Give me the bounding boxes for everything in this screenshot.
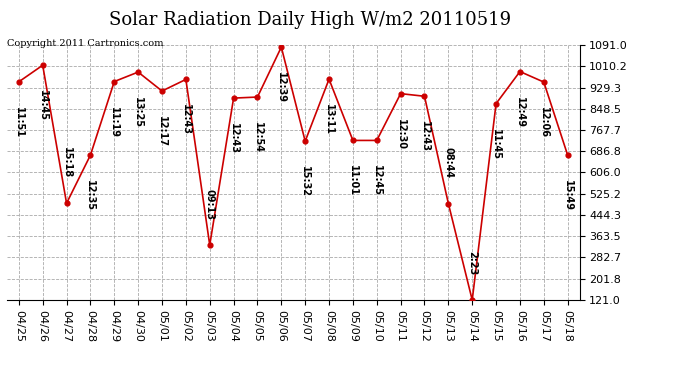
Point	[515, 69, 526, 75]
Point	[204, 242, 215, 248]
Point	[538, 79, 549, 85]
Text: 12:17: 12:17	[157, 116, 167, 147]
Text: 11:51: 11:51	[14, 107, 24, 138]
Point	[228, 95, 239, 101]
Point	[252, 94, 263, 100]
Text: 15:18: 15:18	[61, 147, 72, 178]
Text: 09:13: 09:13	[205, 189, 215, 220]
Text: 12:43: 12:43	[181, 105, 191, 135]
Point	[61, 200, 72, 206]
Point	[562, 152, 573, 158]
Point	[419, 93, 430, 99]
Point	[157, 88, 168, 94]
Point	[37, 62, 48, 68]
Text: 12:43: 12:43	[420, 121, 429, 152]
Point	[85, 152, 96, 158]
Point	[13, 79, 24, 85]
Text: 12:54: 12:54	[253, 122, 262, 153]
Text: 12:06: 12:06	[539, 107, 549, 138]
Point	[371, 137, 382, 143]
Point	[491, 100, 502, 106]
Text: 12:39: 12:39	[276, 72, 286, 103]
Point	[443, 201, 454, 207]
Text: 11:01: 11:01	[348, 165, 358, 196]
Text: Copyright 2011 Cartronics.com: Copyright 2011 Cartronics.com	[7, 39, 164, 48]
Point	[324, 76, 335, 82]
Text: 2:23: 2:23	[467, 251, 477, 275]
Text: 14:45: 14:45	[38, 90, 48, 121]
Text: 12:49: 12:49	[515, 96, 525, 128]
Point	[299, 138, 310, 144]
Point	[395, 91, 406, 97]
Text: 12:35: 12:35	[86, 180, 95, 211]
Text: 11:19: 11:19	[109, 106, 119, 138]
Point	[180, 76, 191, 82]
Point	[347, 137, 358, 143]
Text: 12:43: 12:43	[228, 123, 239, 154]
Point	[466, 297, 477, 303]
Text: 15:32: 15:32	[300, 166, 310, 197]
Text: 13:25: 13:25	[133, 97, 143, 128]
Text: 12:45: 12:45	[372, 165, 382, 196]
Text: 12:30: 12:30	[395, 118, 406, 150]
Text: 08:44: 08:44	[444, 147, 453, 178]
Text: 15:49: 15:49	[562, 180, 573, 211]
Point	[109, 78, 120, 84]
Point	[276, 44, 287, 50]
Text: 11:45: 11:45	[491, 129, 501, 160]
Text: 13:11: 13:11	[324, 104, 334, 135]
Point	[132, 69, 144, 75]
Text: Solar Radiation Daily High W/m2 20110519: Solar Radiation Daily High W/m2 20110519	[110, 11, 511, 29]
